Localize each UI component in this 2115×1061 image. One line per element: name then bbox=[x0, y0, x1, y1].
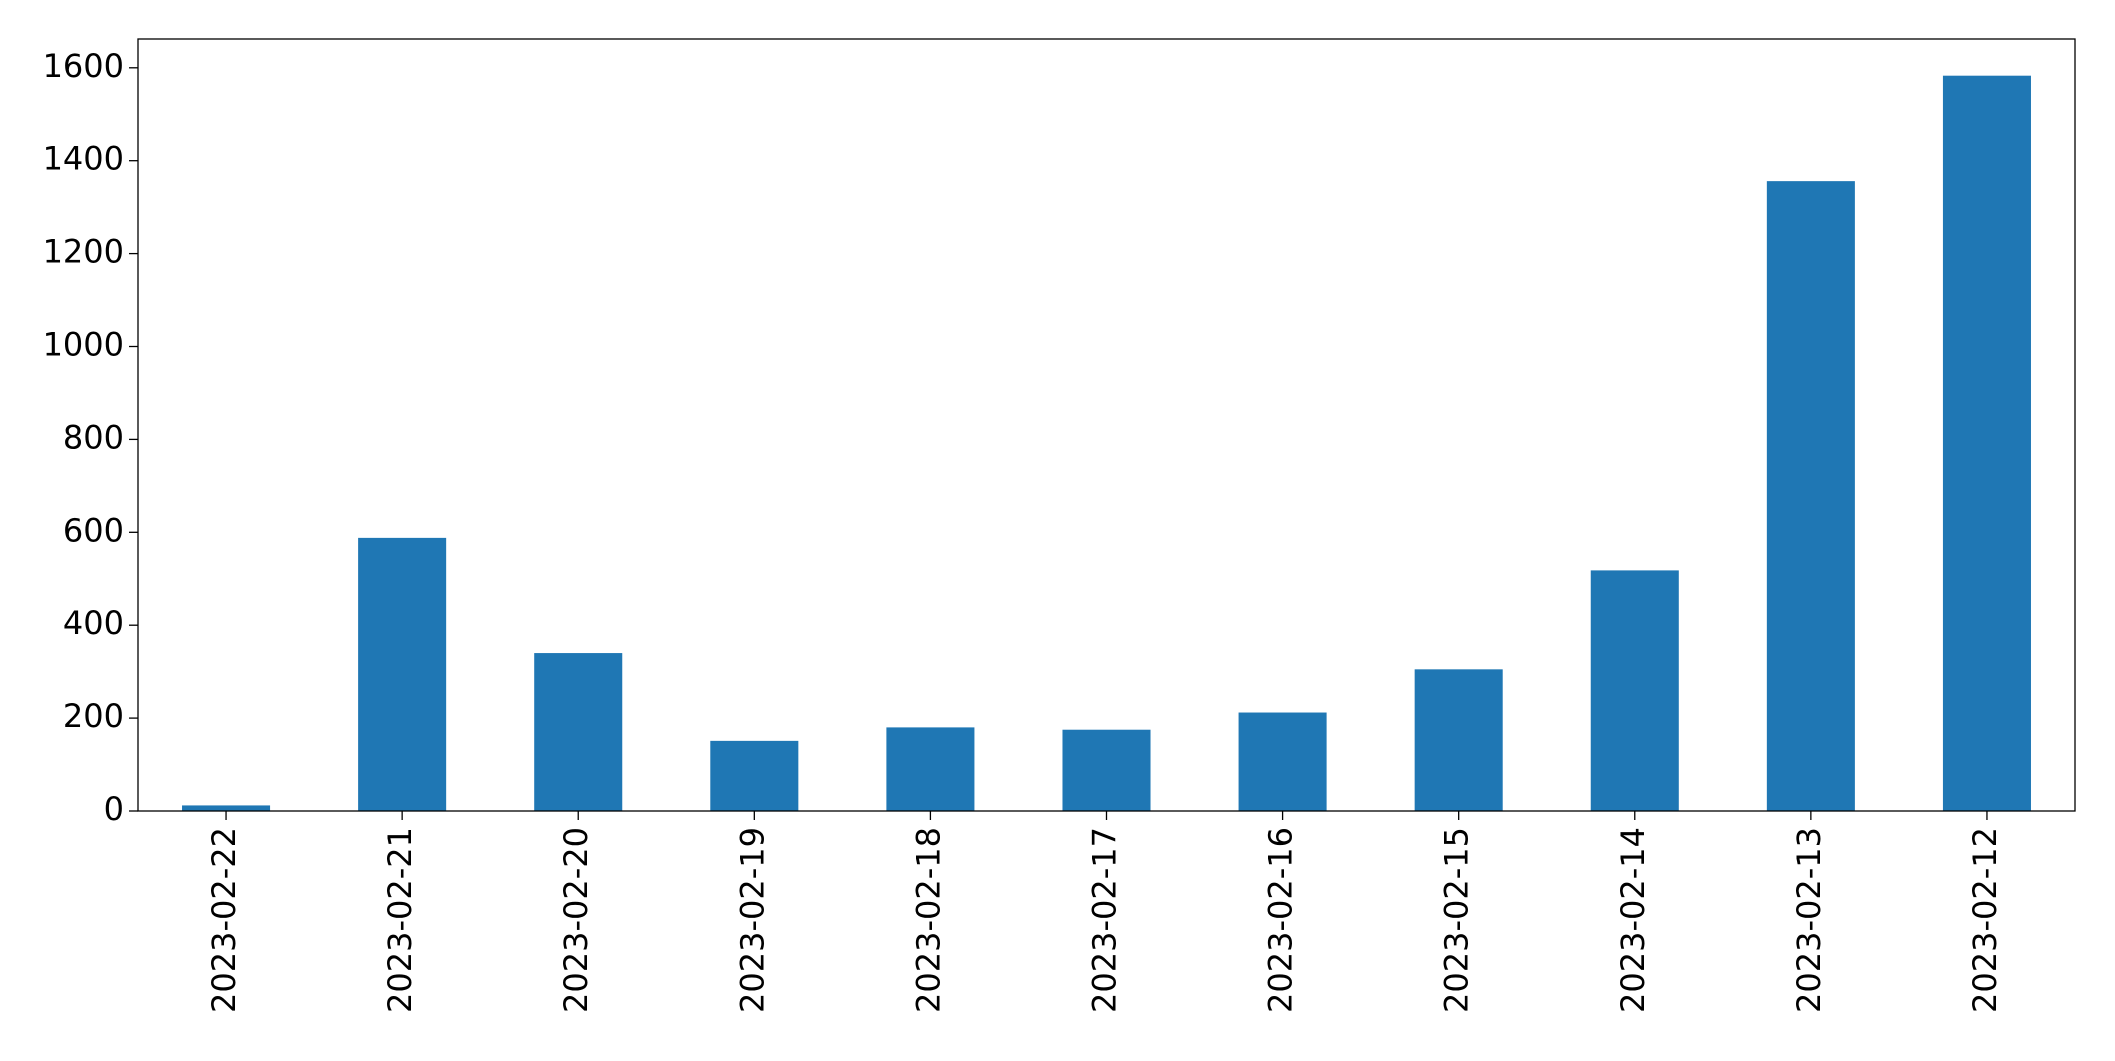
x-tick-label: 2023-02-21 bbox=[381, 827, 419, 1013]
bar bbox=[886, 727, 975, 811]
x-tick-label: 2023-02-22 bbox=[205, 827, 243, 1013]
bar bbox=[1590, 570, 1679, 811]
y-tick-label: 1200 bbox=[43, 233, 124, 271]
y-tick-label: 1600 bbox=[43, 47, 124, 85]
x-tick-label: 2023-02-18 bbox=[909, 827, 947, 1013]
y-tick-label: 400 bbox=[63, 604, 124, 642]
x-tick-label: 2023-02-20 bbox=[557, 827, 595, 1013]
bar bbox=[358, 537, 447, 811]
y-tick-label: 600 bbox=[63, 511, 124, 549]
x-tick-label: 2023-02-12 bbox=[1966, 827, 2004, 1013]
x-tick-label: 2023-02-14 bbox=[1614, 827, 1652, 1013]
bar bbox=[1766, 181, 1855, 811]
bar bbox=[1238, 712, 1327, 811]
x-tick-label: 2023-02-16 bbox=[1262, 827, 1300, 1013]
y-tick-label: 200 bbox=[63, 697, 124, 735]
bar bbox=[534, 653, 623, 811]
bar bbox=[1062, 729, 1151, 811]
bar bbox=[182, 805, 271, 811]
y-tick-label: 800 bbox=[63, 418, 124, 456]
x-tick-label: 2023-02-13 bbox=[1790, 827, 1828, 1013]
y-tick-label: 1000 bbox=[43, 325, 124, 363]
y-tick-label: 0 bbox=[104, 790, 124, 828]
x-tick-label: 2023-02-19 bbox=[733, 827, 771, 1013]
axes-frame bbox=[137, 38, 2076, 812]
bar bbox=[1942, 75, 2031, 811]
y-tick-label: 1400 bbox=[43, 140, 124, 178]
x-tick-label: 2023-02-17 bbox=[1086, 827, 1124, 1013]
bar bbox=[710, 740, 799, 811]
x-tick-label: 2023-02-15 bbox=[1438, 827, 1476, 1013]
bar bbox=[1414, 669, 1503, 811]
